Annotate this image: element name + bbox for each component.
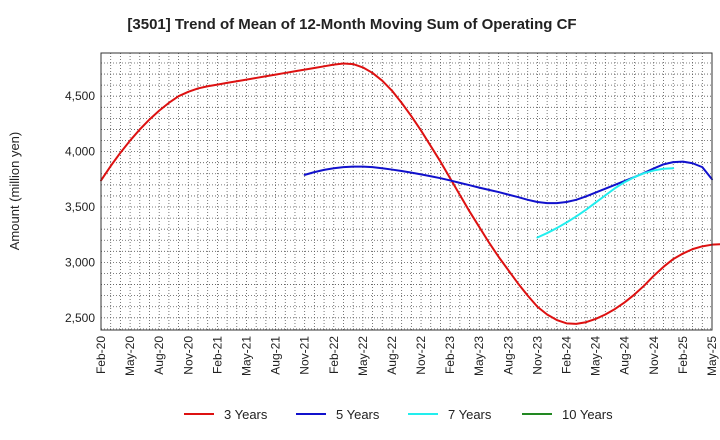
x-tick-label: Nov-23 [530, 336, 544, 375]
x-tick-label: Nov-24 [647, 336, 661, 375]
y-tick-label: 3,000 [65, 255, 95, 269]
x-tick-label: Feb-23 [443, 336, 457, 374]
x-tick-label: Aug-22 [385, 336, 399, 375]
series-lines [100, 62, 720, 325]
x-tick-label: Nov-20 [181, 336, 195, 375]
chart-title: [3501] Trend of Mean of 12-Month Moving … [127, 16, 576, 33]
legend-label: 7 Years [448, 407, 492, 422]
x-tick-label: May-20 [123, 336, 137, 376]
series-line-7-years [536, 167, 675, 239]
legend: 3 Years 5 Years 7 Years 10 Years [184, 407, 613, 422]
x-tick-label: Feb-20 [94, 336, 108, 374]
x-tick-label: Feb-21 [210, 336, 224, 374]
y-axis-ticks: 2,500 3,000 3,500 4,000 4,500 [65, 89, 95, 325]
x-tick-label: Nov-21 [298, 336, 312, 375]
x-tick-label: Feb-24 [560, 336, 574, 374]
plot-area [101, 53, 712, 330]
x-tick-label: May-25 [705, 336, 719, 376]
y-tick-label: 3,500 [65, 200, 95, 214]
x-tick-label: Aug-23 [501, 336, 515, 375]
x-tick-label: Feb-25 [676, 336, 690, 374]
x-tick-label: Aug-24 [618, 336, 632, 375]
x-tick-label: Aug-20 [152, 336, 166, 375]
y-axis-label: Amount (million yen) [7, 132, 22, 251]
legend-label: 5 Years [336, 407, 380, 422]
x-tick-label: Feb-22 [327, 336, 341, 374]
series-line-3-years [100, 62, 720, 325]
y-tick-label: 4,500 [65, 89, 95, 103]
x-tick-label: Nov-22 [414, 336, 428, 375]
legend-label: 3 Years [224, 407, 268, 422]
x-tick-label: May-21 [239, 336, 253, 376]
y-tick-label: 2,500 [65, 311, 95, 325]
x-tick-label: May-23 [472, 336, 486, 376]
x-axis-ticks: Feb-20 May-20 Aug-20 Nov-20 Feb-21 May-21 Aug-… [94, 336, 719, 376]
plot-border [100, 52, 713, 331]
x-tick-label: May-22 [356, 336, 370, 376]
y-tick-label: 4,000 [65, 145, 95, 159]
x-tick-label: Aug-21 [269, 336, 283, 375]
legend-label: 10 Years [562, 407, 613, 422]
x-tick-label: May-24 [589, 336, 603, 376]
